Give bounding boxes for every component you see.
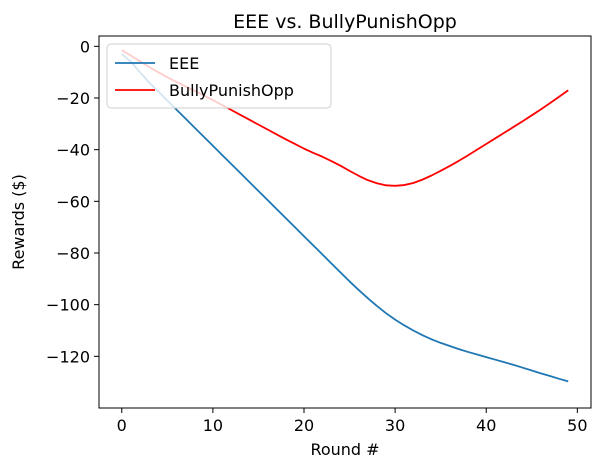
- plot-frame: [98, 35, 592, 409]
- legend-entry-label: EEE: [169, 54, 199, 73]
- x-axis-label: Round #: [310, 440, 379, 459]
- x-tick-label: 50: [567, 416, 587, 435]
- y-tick-label: −20: [56, 89, 90, 108]
- y-tick-label: −60: [56, 192, 90, 211]
- x-axis: 0 10 20 30 40 50: [117, 408, 588, 435]
- x-tick-label: 40: [476, 416, 496, 435]
- chart-title: EEE vs. BullyPunishOpp: [233, 11, 457, 33]
- y-tick-label: −120: [46, 347, 90, 366]
- plot-area: 0 10 20 30 40 50 0 −20 −40 −60 −80 −100 −120: [46, 35, 592, 435]
- legend: EEE BullyPunishOpp: [106, 43, 332, 109]
- legend-entry-label: BullyPunishOpp: [169, 81, 294, 100]
- y-tick-label: −100: [46, 296, 90, 315]
- x-tick-label: 10: [203, 416, 223, 435]
- y-axis: 0 −20 −40 −60 −80 −100 −120: [46, 37, 99, 366]
- y-tick-label: −40: [56, 141, 90, 160]
- legend-box: [106, 43, 332, 109]
- x-tick-label: 20: [294, 416, 314, 435]
- y-axis-label: Rewards ($): [9, 174, 28, 270]
- series-line-eee: [121, 53, 569, 383]
- x-tick-label: 0: [117, 416, 127, 435]
- y-tick-label: 0: [80, 37, 90, 56]
- y-tick-label: −80: [56, 244, 90, 263]
- x-tick-label: 30: [385, 416, 405, 435]
